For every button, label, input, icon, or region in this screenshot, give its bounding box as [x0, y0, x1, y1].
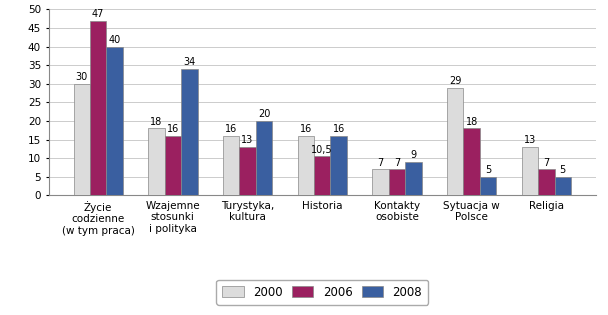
Text: 13: 13 [523, 135, 536, 146]
Text: 34: 34 [183, 57, 195, 67]
Bar [256, 121, 272, 195]
Text: 13: 13 [241, 135, 254, 146]
Bar [74, 84, 90, 195]
Text: 7: 7 [543, 158, 550, 168]
Bar [223, 136, 240, 195]
Bar [447, 88, 463, 195]
Text: 18: 18 [466, 117, 478, 127]
Bar [314, 156, 331, 195]
Bar [90, 20, 106, 195]
Text: 7: 7 [394, 158, 400, 168]
Bar [554, 177, 571, 195]
Text: 16: 16 [300, 124, 312, 134]
Text: 7: 7 [378, 158, 384, 168]
Bar [538, 169, 554, 195]
Text: 5: 5 [559, 165, 566, 175]
Bar [405, 162, 421, 195]
Text: 16: 16 [225, 124, 237, 134]
Bar [297, 136, 314, 195]
Text: 16: 16 [333, 124, 345, 134]
Bar [372, 169, 389, 195]
Bar [148, 129, 165, 195]
Bar [331, 136, 347, 195]
Bar [463, 129, 480, 195]
Text: 47: 47 [92, 9, 105, 19]
Text: 30: 30 [75, 72, 88, 82]
Legend: 2000, 2006, 2008: 2000, 2006, 2008 [216, 280, 428, 305]
Bar [522, 147, 538, 195]
Text: 29: 29 [449, 76, 461, 86]
Text: 9: 9 [410, 150, 416, 160]
Text: 10,5: 10,5 [311, 145, 333, 155]
Bar [181, 69, 198, 195]
Bar [165, 136, 181, 195]
Text: 5: 5 [485, 165, 491, 175]
Text: 20: 20 [258, 110, 270, 119]
Bar [389, 169, 405, 195]
Bar [240, 147, 256, 195]
Bar [106, 47, 123, 195]
Text: 18: 18 [150, 117, 162, 127]
Bar [480, 177, 496, 195]
Text: 16: 16 [167, 124, 179, 134]
Text: 40: 40 [108, 35, 121, 45]
